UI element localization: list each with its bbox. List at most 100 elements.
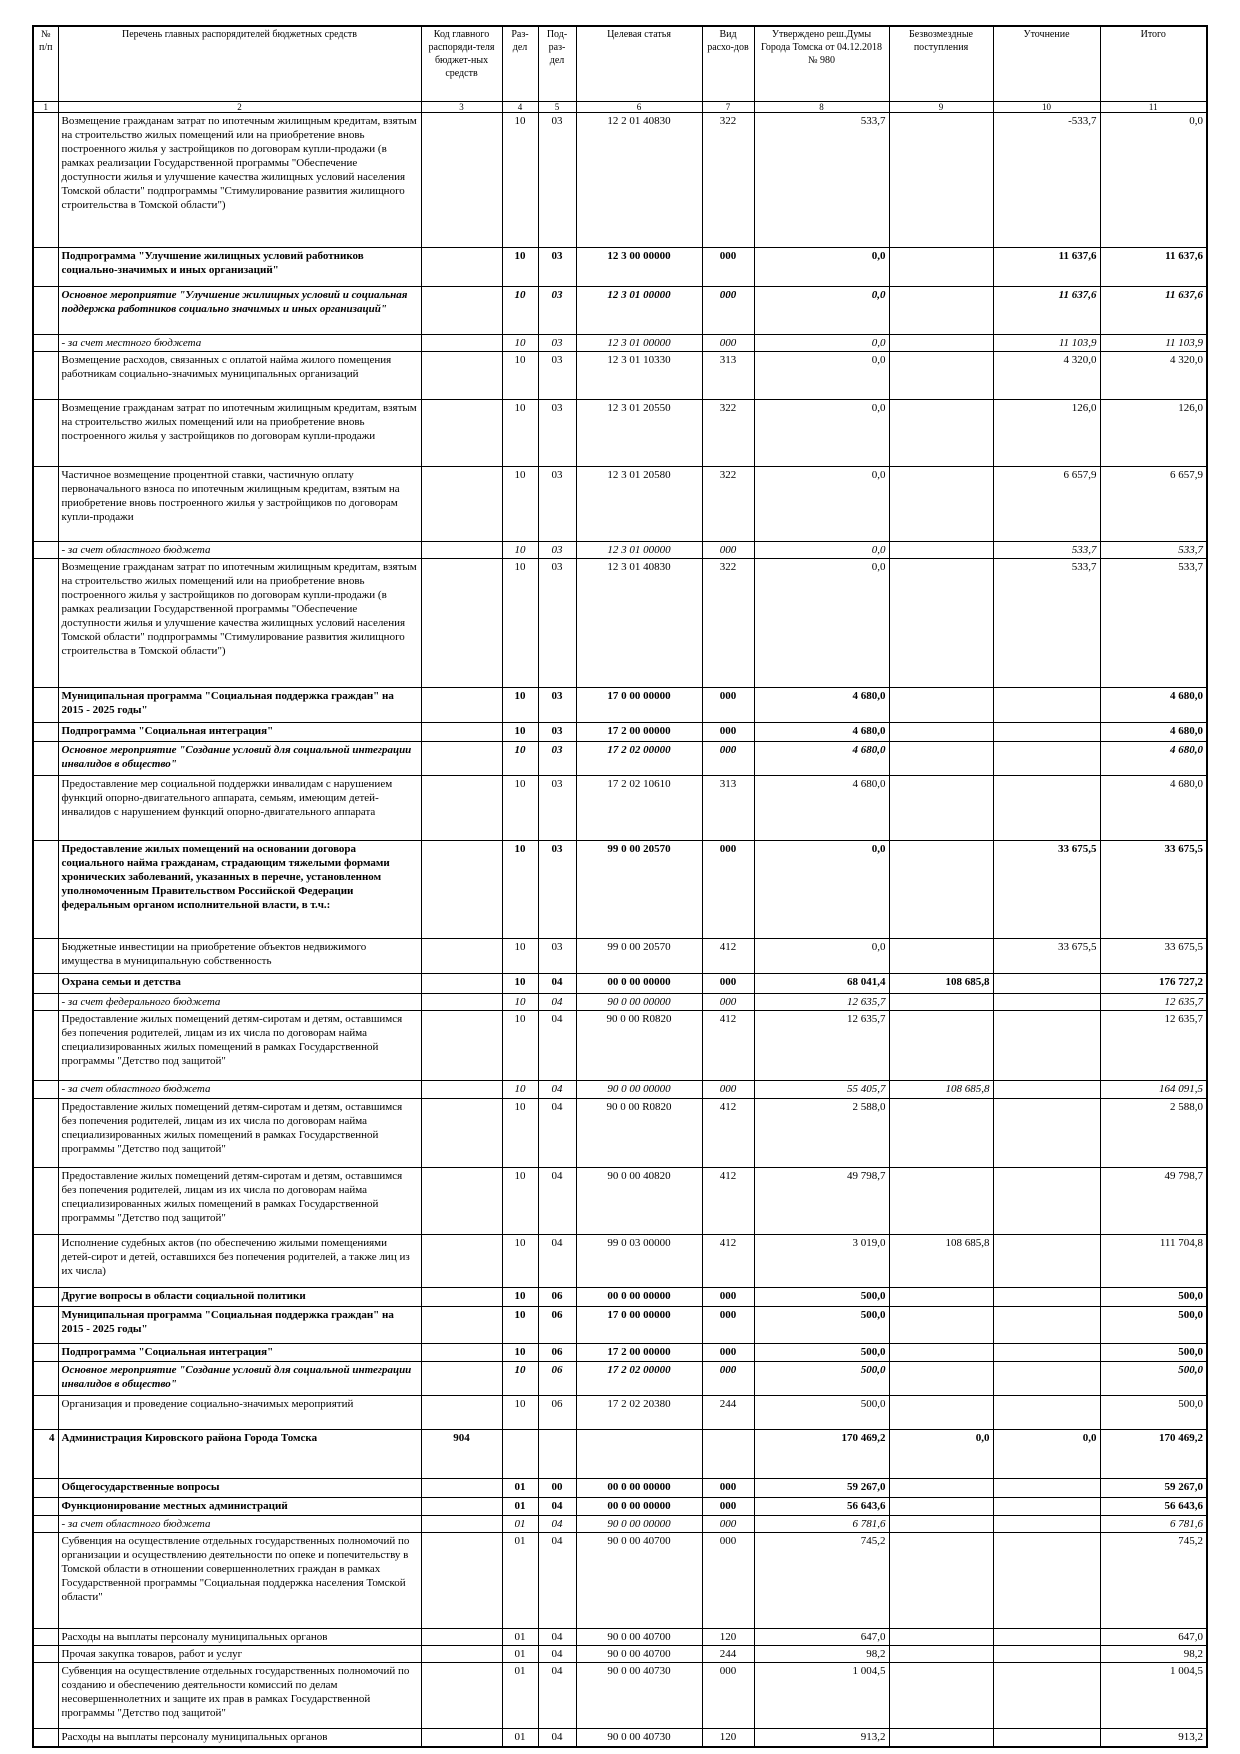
table-cell: 000 — [701, 722, 755, 742]
cell-text: 01 — [514, 1500, 526, 1512]
table-cell: 17 2 02 00000 — [575, 1361, 703, 1396]
table-cell: 10 — [501, 286, 539, 335]
cell-text: 4 680,0 — [852, 690, 886, 702]
table-cell — [32, 112, 59, 248]
cell-text: 03 — [551, 941, 563, 953]
cell-text — [34, 1729, 58, 1731]
cell-text — [994, 1629, 1100, 1631]
cell-text: 10 — [514, 337, 526, 349]
table-cell: 10 — [501, 1361, 539, 1396]
table-cell: 000 — [701, 1515, 755, 1533]
table-cell — [32, 286, 59, 335]
table-cell — [420, 351, 503, 400]
table-cell — [888, 1343, 994, 1362]
table-cell: Функционирование местных администраций — [57, 1497, 422, 1516]
table-cell: 4 680,0 — [753, 687, 890, 723]
table-cell: 322 — [701, 558, 755, 688]
table-cell: 03 — [537, 722, 577, 742]
cell-text: Предоставление жилых помещений детям-сир… — [61, 1170, 403, 1224]
table-row: Подпрограмма "Социальная интеграция" 10 06… — [32, 1343, 1208, 1362]
table-cell: 04 — [537, 1728, 577, 1748]
table-row: Частичное возмещение процентной ставки, … — [32, 466, 1208, 542]
table-cell: 12 635,7 — [1099, 1010, 1208, 1081]
cell-text — [422, 776, 502, 778]
cell-text: Предоставление жилых помещений детям-сир… — [61, 1101, 403, 1155]
cell-text — [422, 1479, 502, 1481]
table-cell: 745,2 — [753, 1532, 890, 1629]
cell-text: Прочая закупка товаров, работ и услуг — [61, 1648, 243, 1660]
table-cell — [420, 1662, 503, 1729]
table-cell — [888, 1532, 994, 1629]
cell-text: 000 — [719, 1290, 737, 1302]
table-row: Возмещение расходов, связанных с оплатой… — [32, 351, 1208, 400]
cell-text — [994, 1307, 1100, 1309]
cell-text — [34, 248, 58, 250]
cell-text: 0,0 — [871, 354, 886, 366]
cell-text: 4 680,0 — [852, 744, 886, 756]
cell-text: 17 0 00 00000 — [607, 1309, 671, 1321]
table-cell: 10 — [992, 101, 1101, 113]
cell-text — [890, 776, 993, 778]
cell-text: 03 — [551, 778, 563, 790]
table-cell — [992, 1306, 1101, 1344]
cell-text: 00 0 00 00000 — [607, 1500, 671, 1512]
cell-text — [890, 248, 993, 250]
cell-text: 164 091,5 — [1159, 1083, 1203, 1095]
table-cell: 000 — [701, 247, 755, 287]
cell-text: Подпрограмма "Социальная интеграция" — [61, 1346, 274, 1358]
cell-text: 000 — [719, 337, 737, 349]
table-cell — [992, 1395, 1101, 1430]
cell-text: Под-раз-дел — [546, 29, 568, 66]
table-cell — [888, 1098, 994, 1168]
table-cell — [888, 1395, 994, 1430]
table-cell: Прочая закупка товаров, работ и услуг — [57, 1645, 422, 1663]
table-cell: Бюджетные инвестиции на приобретение объ… — [57, 938, 422, 974]
table-cell: 412 — [701, 938, 755, 974]
cell-text: 99 0 03 00000 — [607, 1237, 671, 1249]
table-cell: 06 — [537, 1395, 577, 1430]
cell-text: 1 004,5 — [1170, 1665, 1203, 1677]
table-cell: 4 320,0 — [1099, 351, 1208, 400]
table-cell: 164 091,5 — [1099, 1080, 1208, 1099]
cell-text: 533,7 — [1178, 544, 1203, 556]
table-cell — [888, 351, 994, 400]
table-cell — [420, 399, 503, 467]
table-cell: 111 704,8 — [1099, 1234, 1208, 1288]
cell-text: 0,0 — [871, 289, 886, 301]
cell-text — [34, 542, 58, 544]
table-row: Основное мероприятие "Создание условий д… — [32, 741, 1208, 776]
table-row: Организация и проведение социально-значи… — [32, 1395, 1208, 1430]
header-row: № п/п Перечень главных распорядителей бюд… — [32, 25, 1208, 102]
table-cell: 000 — [701, 687, 755, 723]
cell-text — [890, 287, 993, 289]
table-cell: 04 — [537, 1080, 577, 1099]
cell-text: 533,7 — [1071, 544, 1097, 556]
cell-text: 00 0 00 00000 — [607, 1481, 671, 1493]
table-cell — [992, 1343, 1101, 1362]
table-cell — [32, 687, 59, 723]
table-cell: 17 2 02 00000 — [575, 741, 703, 776]
table-cell: 33 675,5 — [1099, 938, 1208, 974]
cell-text: 33 675,5 — [1164, 843, 1204, 855]
table-cell — [888, 993, 994, 1011]
cell-text: 04 — [551, 1518, 563, 1530]
cell-text — [34, 1533, 58, 1535]
cell-text: 500,0 — [1178, 1364, 1203, 1376]
table-cell — [992, 1361, 1101, 1396]
table-cell: 56 643,6 — [1099, 1497, 1208, 1516]
cell-text: Вид расхо-дов — [707, 29, 749, 53]
table-cell — [888, 741, 994, 776]
table-cell: 06 — [537, 1306, 577, 1344]
cell-text: 10 — [514, 354, 526, 366]
table-cell: 17 2 02 20380 — [575, 1395, 703, 1430]
cell-text — [34, 335, 58, 337]
table-cell — [32, 399, 59, 467]
table-cell — [420, 775, 503, 841]
cell-text — [422, 1288, 502, 1290]
cell-text — [422, 287, 502, 289]
table-head: № п/п Перечень главных распорядителей бюд… — [32, 25, 1208, 113]
cell-text: 03 — [551, 337, 563, 349]
cell-text — [503, 1430, 538, 1432]
cell-text — [422, 1729, 502, 1731]
cell-text — [994, 1729, 1100, 1731]
